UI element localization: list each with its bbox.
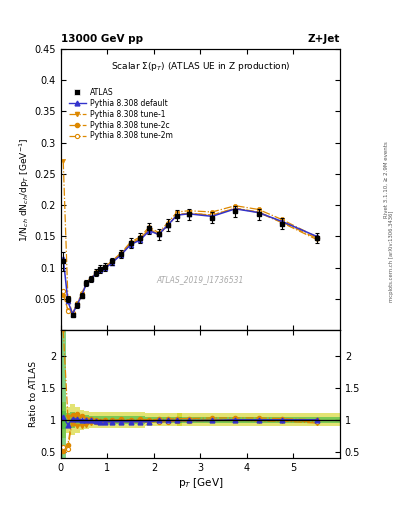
Bar bbox=[135, 416, 145, 424]
Bar bbox=[70, 412, 75, 428]
Text: mcplots.cern.ch [arXiv:1306.3436]: mcplots.cern.ch [arXiv:1306.3436] bbox=[389, 210, 393, 302]
Bar bbox=[173, 417, 182, 423]
Bar bbox=[61, 324, 66, 458]
Bar bbox=[177, 417, 200, 423]
Bar bbox=[163, 417, 173, 423]
Bar bbox=[79, 415, 84, 425]
Bar bbox=[294, 417, 340, 423]
Bar bbox=[107, 416, 117, 424]
Bar bbox=[177, 414, 200, 426]
Bar bbox=[247, 417, 270, 423]
Bar bbox=[103, 416, 107, 424]
Bar bbox=[61, 402, 66, 438]
Bar bbox=[89, 412, 94, 428]
Bar bbox=[126, 416, 135, 424]
Bar bbox=[79, 410, 84, 430]
Bar bbox=[200, 417, 224, 423]
Bar bbox=[75, 414, 79, 426]
Bar bbox=[154, 417, 163, 423]
Y-axis label: Ratio to ATLAS: Ratio to ATLAS bbox=[29, 361, 38, 427]
Bar bbox=[98, 416, 103, 424]
Bar bbox=[135, 412, 145, 428]
Bar bbox=[163, 414, 173, 426]
Text: ATLAS_2019_I1736531: ATLAS_2019_I1736531 bbox=[157, 275, 244, 284]
Text: Rivet 3.1.10, ≥ 2.9M events: Rivet 3.1.10, ≥ 2.9M events bbox=[384, 141, 388, 218]
Bar bbox=[126, 412, 135, 428]
Text: Z+Jet: Z+Jet bbox=[308, 33, 340, 44]
Bar bbox=[84, 411, 89, 429]
Bar bbox=[75, 407, 79, 433]
Bar bbox=[66, 414, 70, 426]
Bar bbox=[89, 416, 94, 424]
Bar bbox=[98, 412, 103, 428]
Bar bbox=[70, 404, 75, 435]
Bar bbox=[224, 414, 247, 426]
Bar bbox=[117, 412, 126, 428]
Bar bbox=[173, 414, 182, 426]
Bar bbox=[94, 412, 98, 428]
Y-axis label: 1/N$_{ch}$ dN$_{ch}$/dp$_T$ [GeV$^{-1}$]: 1/N$_{ch}$ dN$_{ch}$/dp$_T$ [GeV$^{-1}$] bbox=[17, 137, 32, 242]
Bar bbox=[107, 412, 117, 428]
X-axis label: p$_T$ [GeV]: p$_T$ [GeV] bbox=[178, 476, 223, 490]
Legend: ATLAS, Pythia 8.308 default, Pythia 8.308 tune-1, Pythia 8.308 tune-2c, Pythia 8: ATLAS, Pythia 8.308 default, Pythia 8.30… bbox=[68, 86, 174, 142]
Bar bbox=[270, 414, 294, 426]
Bar bbox=[224, 417, 247, 423]
Text: 13000 GeV pp: 13000 GeV pp bbox=[61, 33, 143, 44]
Bar bbox=[103, 412, 107, 428]
Bar bbox=[117, 416, 126, 424]
Bar bbox=[247, 414, 270, 426]
Bar bbox=[154, 414, 163, 426]
Bar bbox=[66, 407, 70, 433]
Bar bbox=[84, 415, 89, 424]
Bar bbox=[200, 414, 224, 426]
Bar bbox=[270, 417, 294, 423]
Bar bbox=[145, 414, 154, 426]
Bar bbox=[294, 414, 340, 426]
Bar bbox=[61, 411, 66, 429]
Bar bbox=[94, 416, 98, 424]
Bar bbox=[145, 417, 154, 423]
Text: Scalar $\Sigma$(p$_T$) (ATLAS UE in Z production): Scalar $\Sigma$(p$_T$) (ATLAS UE in Z pr… bbox=[110, 60, 290, 73]
